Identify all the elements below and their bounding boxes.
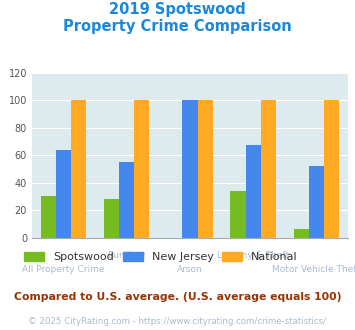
Bar xyxy=(309,166,324,238)
Text: Compared to U.S. average. (U.S. average equals 100): Compared to U.S. average. (U.S. average … xyxy=(14,292,341,302)
Bar xyxy=(197,100,213,238)
Text: 2019 Spotswood: 2019 Spotswood xyxy=(109,2,246,16)
Bar xyxy=(261,100,276,238)
Bar xyxy=(246,146,261,238)
Legend: Spotswood, New Jersey, National: Spotswood, New Jersey, National xyxy=(20,248,302,267)
Text: Burglary: Burglary xyxy=(108,251,146,260)
Bar xyxy=(41,196,56,238)
Text: © 2025 CityRating.com - https://www.cityrating.com/crime-statistics/: © 2025 CityRating.com - https://www.city… xyxy=(28,317,327,326)
Text: Larceny & Theft: Larceny & Theft xyxy=(217,251,289,260)
Bar xyxy=(119,162,134,238)
Bar xyxy=(104,199,119,238)
Bar xyxy=(324,100,339,238)
Text: All Property Crime: All Property Crime xyxy=(22,265,105,274)
Text: Property Crime Comparison: Property Crime Comparison xyxy=(63,19,292,34)
Text: Motor Vehicle Theft: Motor Vehicle Theft xyxy=(272,265,355,274)
Bar xyxy=(294,229,309,238)
Bar xyxy=(230,191,246,238)
Bar xyxy=(71,100,86,238)
Bar xyxy=(134,100,149,238)
Bar xyxy=(56,149,71,238)
Text: Arson: Arson xyxy=(177,265,203,274)
Bar xyxy=(182,100,197,238)
